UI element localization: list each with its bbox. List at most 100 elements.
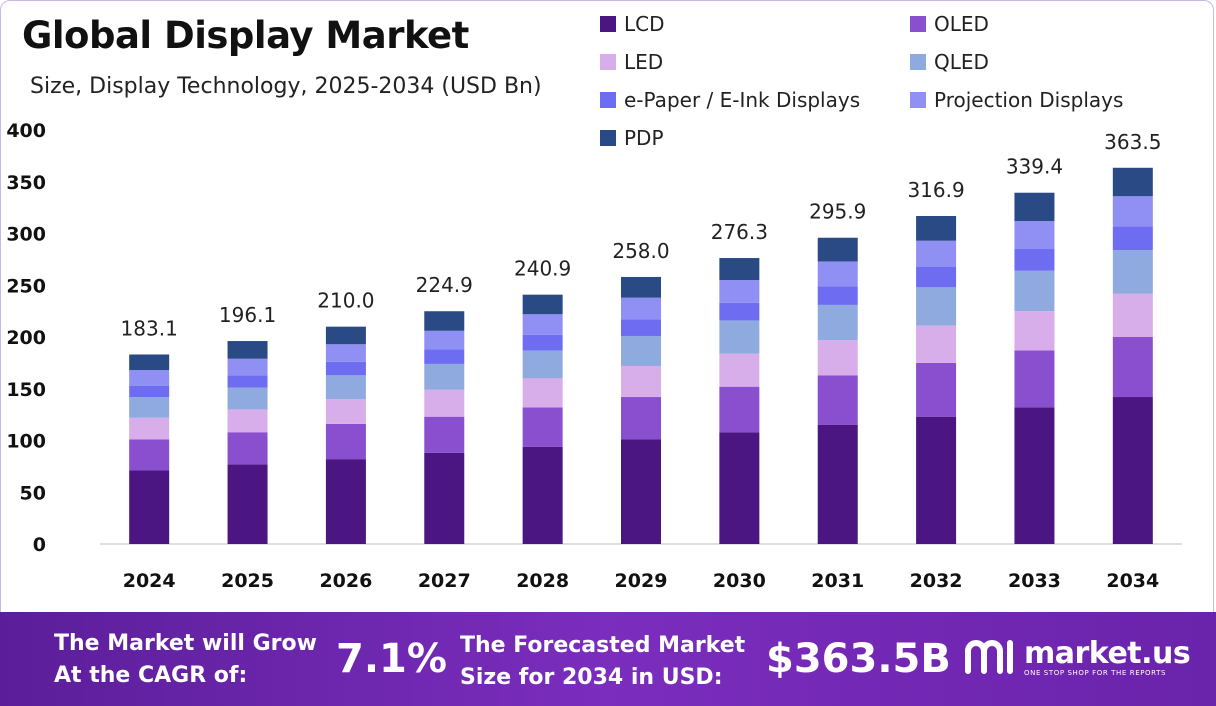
bar-segment [522, 350, 563, 379]
bar-segment [1014, 249, 1055, 271]
bar-segment [325, 399, 366, 424]
bar-segment [129, 439, 170, 471]
bar-segment [916, 362, 957, 417]
bar-segment [129, 385, 170, 398]
bar-segment [719, 280, 760, 303]
total-data-label: 339.4 [1006, 155, 1063, 179]
bar-segment [424, 389, 465, 417]
x-tick-label: 2026 [319, 570, 372, 592]
legend-label: Projection Displays [934, 88, 1124, 112]
chart-subtitle: Size, Display Technology, 2025-2034 (USD… [30, 74, 542, 99]
bar-segment [916, 287, 957, 326]
legend-item-led: LED [600, 50, 663, 74]
legend-label: LCD [624, 12, 665, 36]
bar-segment [1112, 196, 1153, 227]
forecast-label: The Forecasted Market Size for 2034 in U… [460, 630, 745, 694]
bar-segment [325, 423, 366, 460]
stacked-bar-chart: 0 50 100 150 200 250 300 350 400 183.1 2024 196.1 20… [6, 120, 1182, 592]
x-tick-label: 2027 [418, 570, 471, 592]
x-tick-label: 2034 [1106, 570, 1159, 592]
legend-swatch [600, 54, 616, 70]
legend-label: OLED [934, 12, 989, 36]
bar-segment [1112, 397, 1153, 544]
y-tick-label: 100 [6, 431, 46, 453]
page-title: Global Display Market [22, 14, 469, 57]
y-tick-label: 0 [33, 534, 46, 556]
legend-item-oled: OLED [910, 12, 989, 36]
x-tick-label: 2032 [910, 570, 963, 592]
total-data-label: 183.1 [121, 316, 178, 340]
bar-segment [522, 294, 563, 315]
bar-segment [621, 439, 661, 544]
bar-segment [1014, 270, 1055, 312]
total-data-label: 224.9 [416, 273, 473, 297]
y-tick-label: 250 [6, 275, 46, 297]
market-us-logo: market.us ONE STOP SHOP FOR THE REPORTS [962, 636, 1191, 677]
chart-legend: LCD OLED LED QLED e-Paper / E-Ink Displa… [600, 10, 1200, 150]
bar-segment [325, 459, 366, 544]
cagr-label: The Market will Grow At the CAGR of: [54, 628, 317, 692]
bar-segment [129, 417, 170, 440]
bar-segment [621, 397, 661, 440]
bar-segment [1014, 311, 1055, 351]
cagr-label-line1: The Market will Grow [54, 631, 317, 656]
total-data-label: 196.1 [219, 303, 276, 327]
bar-segment [227, 409, 268, 433]
bar-segment [621, 276, 661, 298]
legend-label: PDP [624, 126, 664, 150]
bar-segment [325, 361, 366, 376]
legend-swatch [600, 92, 616, 108]
bar-segment [424, 363, 465, 390]
x-tick-label: 2028 [516, 570, 569, 592]
bar-segment [817, 304, 858, 341]
bar-segment [817, 375, 858, 425]
total-data-label: 295.9 [809, 200, 866, 224]
bar-segment [325, 344, 366, 362]
bar-segment [227, 375, 268, 388]
bar-segment [129, 370, 170, 386]
y-tick-label: 400 [6, 120, 46, 142]
bar-segment [1112, 167, 1153, 197]
bar-segment [1014, 350, 1055, 408]
cagr-label-line2: At the CAGR of: [54, 663, 248, 688]
x-tick-label: 2031 [811, 570, 864, 592]
bar-segment [129, 470, 170, 544]
bar-segment [227, 341, 268, 359]
summary-banner [0, 612, 1216, 706]
bar-segment [129, 397, 170, 418]
x-tick-label: 2033 [1008, 570, 1061, 592]
y-tick-label: 350 [6, 172, 46, 194]
bar-segment [719, 353, 760, 387]
y-tick-label: 50 [20, 482, 46, 504]
bar-segment [522, 446, 563, 544]
bar-segment [719, 386, 760, 433]
bar-segment [817, 237, 858, 262]
bar-segment [817, 424, 858, 544]
bar-segment [522, 314, 563, 335]
bar-segment [1112, 293, 1153, 337]
total-data-label: 210.0 [317, 289, 374, 313]
legend-label: LED [624, 50, 664, 74]
bar-segment [522, 378, 563, 408]
legend-swatch [600, 16, 616, 32]
bar-segment [424, 330, 465, 350]
y-tick-label: 150 [6, 379, 46, 401]
legend-item-epaper: e-Paper / E-Ink Displays [600, 88, 860, 112]
bar-segment [1014, 407, 1055, 544]
bar-segment [227, 387, 268, 410]
bar-segment [621, 365, 661, 398]
bar-segment [424, 416, 465, 453]
legend-item-lcd: LCD [600, 12, 665, 36]
bar-segment [719, 320, 760, 354]
bar-segment [817, 340, 858, 376]
bar-segment [227, 432, 268, 465]
bar-segment [227, 464, 268, 544]
total-data-label: 316.9 [907, 178, 964, 202]
market-us-logo-icon [965, 639, 1013, 674]
logo-name: market.us [1024, 636, 1191, 671]
bar-segment [916, 416, 957, 544]
forecast-label-line1: The Forecasted Market [460, 633, 746, 658]
bar-segment [325, 326, 366, 345]
legend-label: e-Paper / E-Ink Displays [624, 88, 861, 112]
legend-swatch [910, 16, 926, 32]
